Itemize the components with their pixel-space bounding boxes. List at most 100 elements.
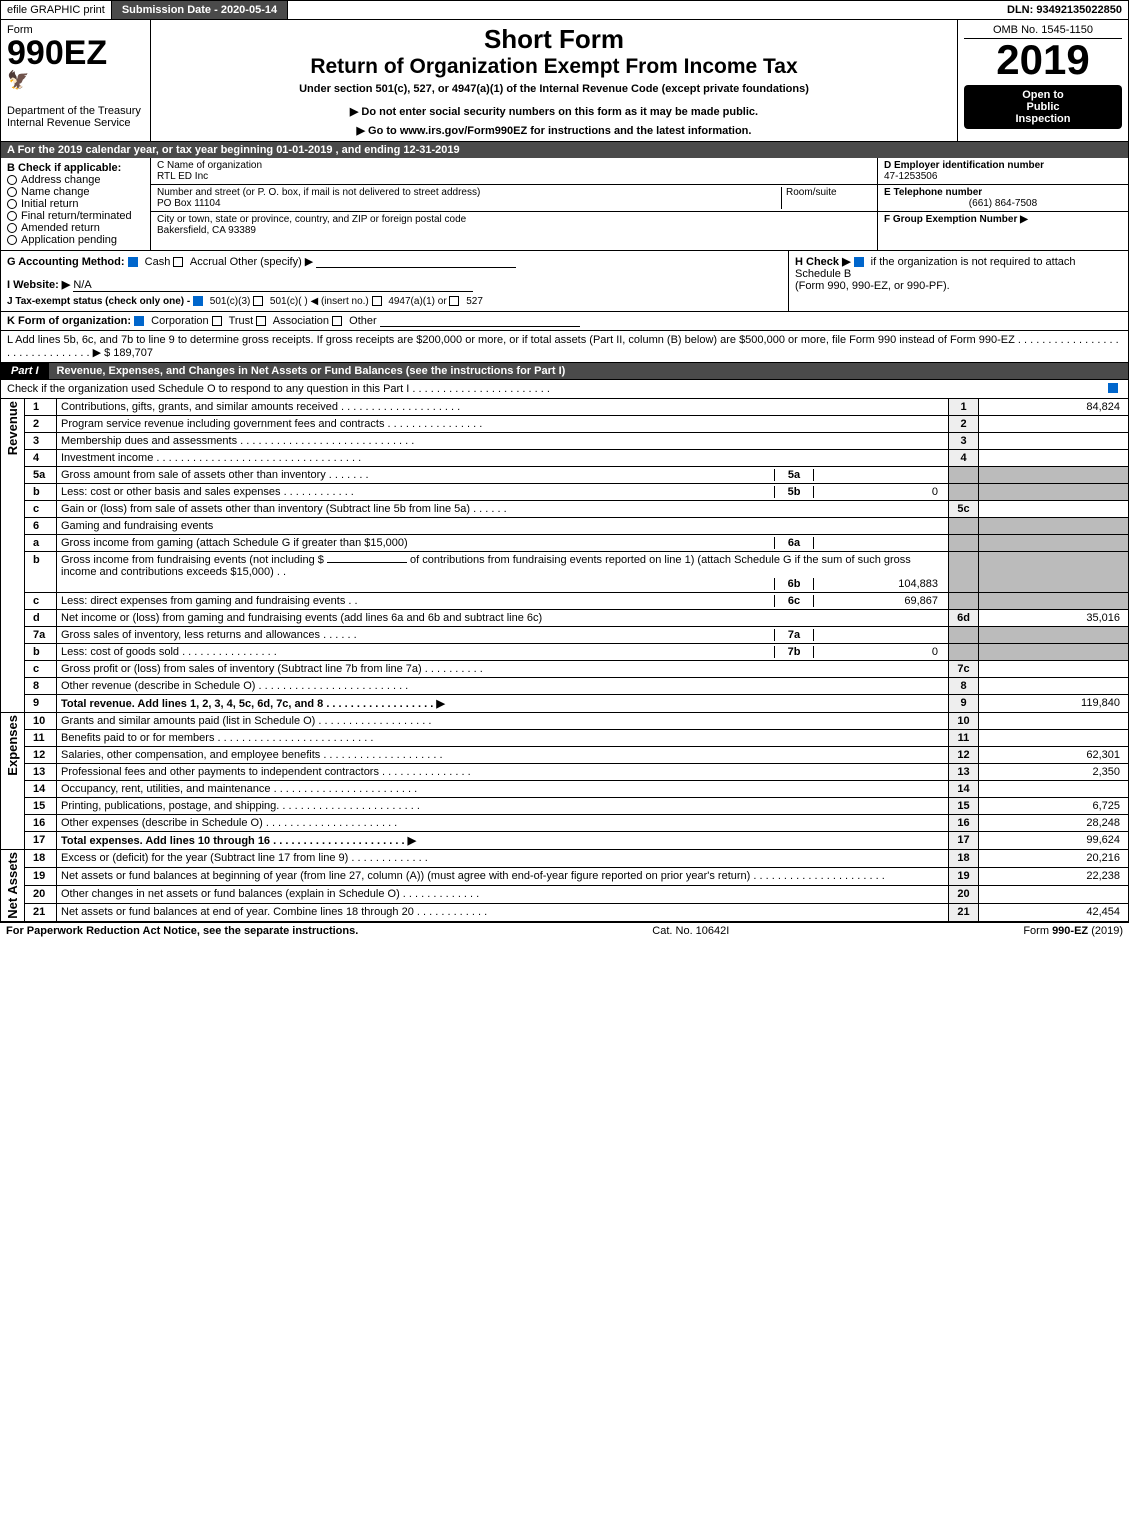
line-7c-desc: Gross profit or (loss) from sales of inv… [57,661,949,678]
part-i-header: Part I Revenue, Expenses, and Changes in… [0,363,1129,380]
line-18-amt: 20,216 [979,850,1129,868]
form-version: Form 990-EZ (2019) [1023,925,1123,937]
line-19-amt: 22,238 [979,867,1129,885]
part-i-label: Part I [1,363,49,379]
form-990ez-page: efile GRAPHIC print Submission Date - 20… [0,0,1129,939]
no-ssn-note: ▶ Do not enter social security numbers o… [157,105,951,118]
irs-label: Internal Revenue Service [7,117,144,129]
phone-value: (661) 864-7508 [884,198,1122,209]
chk-4947[interactable] [372,296,382,306]
line-15-desc: Printing, publications, postage, and shi… [57,798,949,815]
line-20-amt [979,885,1129,903]
line-20-num: 20 [25,885,57,903]
section-j-label: J Tax-exempt status (check only one) - [7,296,190,307]
chk-final-return[interactable]: Final return/terminated [7,210,144,222]
chk-amended-return[interactable]: Amended return [7,222,144,234]
chk-501c[interactable] [253,296,263,306]
form-header: Form 990EZ 🦅 Department of the Treasury … [0,20,1129,142]
line-13-amt: 2,350 [979,764,1129,781]
org-city: Bakersfield, CA 93389 [157,225,871,236]
chk-cash[interactable] [128,257,138,267]
line-6c-box-shade [949,593,979,610]
chk-schedule-o[interactable] [1108,383,1118,393]
line-10-amt [979,713,1129,730]
line-16-num: 16 [25,815,57,832]
line-4-box: 4 [949,450,979,467]
chk-other-org[interactable] [332,316,342,326]
submission-date-button[interactable]: Submission Date - 2020-05-14 [112,1,288,19]
form-number: 990EZ [7,36,144,70]
under-section-note: Under section 501(c), 527, or 4947(a)(1)… [157,83,951,95]
line-19-desc: Net assets or fund balances at beginning… [57,867,949,885]
goto-link[interactable]: ▶ Go to www.irs.gov/Form990EZ for instru… [157,124,951,137]
chk-501c3[interactable] [193,296,203,306]
org-address: PO Box 11104 [157,198,781,209]
line-3-amt [979,433,1129,450]
line-11-desc: Benefits paid to or for members . . . . … [57,730,949,747]
line-17-num: 17 [25,832,57,850]
line-8-desc: Other revenue (describe in Schedule O) .… [57,678,949,695]
line-3-num: 3 [25,433,57,450]
line-18-desc: Excess or (deficit) for the year (Subtra… [57,850,949,868]
chk-name-change[interactable]: Name change [7,186,144,198]
dln-label: DLN: 93492135022850 [1001,1,1128,19]
line-7b-num: b [25,644,57,661]
line-6a-num: a [25,535,57,552]
line-16-desc: Other expenses (describe in Schedule O) … [57,815,949,832]
line-15-amt: 6,725 [979,798,1129,815]
line-5b-desc: Less: cost or other basis and sales expe… [57,484,949,501]
line-10-box: 10 [949,713,979,730]
line-6b-blank[interactable] [327,562,407,563]
line-11-num: 11 [25,730,57,747]
efile-print-label[interactable]: efile GRAPHIC print [1,1,112,19]
website-value: N/A [73,279,473,292]
section-l-row: L Add lines 5b, 6c, and 7b to line 9 to … [0,331,1129,363]
line-6c-amt-shade [979,593,1129,610]
chk-corporation[interactable] [134,316,144,326]
line-9-num: 9 [25,695,57,713]
line-3-desc: Membership dues and assessments . . . . … [57,433,949,450]
line-7a-desc: Gross sales of inventory, less returns a… [57,627,949,644]
line-4-amt [979,450,1129,467]
line-13-desc: Professional fees and other payments to … [57,764,949,781]
top-bar: efile GRAPHIC print Submission Date - 20… [0,0,1129,20]
line-14-amt [979,781,1129,798]
chk-address-change[interactable]: Address change [7,174,144,186]
line-6d-num: d [25,610,57,627]
section-k-row: K Form of organization: Corporation Trus… [0,312,1129,331]
line-21-num: 21 [25,903,57,921]
room-suite-label: Room/suite [781,187,871,209]
chk-association[interactable] [256,316,266,326]
line-14-desc: Occupancy, rent, utilities, and maintena… [57,781,949,798]
line-5a-num: 5a [25,467,57,484]
line-5c-box: 5c [949,501,979,518]
line-8-box: 8 [949,678,979,695]
part-i-table: Revenue 1 Contributions, gifts, grants, … [0,399,1129,922]
line-7a-box-shade [949,627,979,644]
line-17-desc: Total expenses. Add lines 10 through 16 … [57,832,949,850]
other-method-field[interactable] [316,256,516,268]
line-12-num: 12 [25,747,57,764]
other-org-field[interactable] [380,315,580,327]
line-7a-amt-shade [979,627,1129,644]
chk-trust[interactable] [212,316,222,326]
chk-initial-return[interactable]: Initial return [7,198,144,210]
section-b-label: B Check if applicable: [7,162,144,174]
line-1-desc: Contributions, gifts, grants, and simila… [57,399,949,416]
phone-label: E Telephone number [884,187,1122,198]
line-13-box: 13 [949,764,979,781]
return-title: Return of Organization Exempt From Incom… [157,55,951,79]
page-footer: For Paperwork Reduction Act Notice, see … [0,922,1129,939]
chk-application-pending[interactable]: Application pending [7,234,144,246]
chk-accrual[interactable] [173,257,183,267]
chk-527[interactable] [449,296,459,306]
line-7c-amt [979,661,1129,678]
short-form-title: Short Form [157,24,951,55]
open-to-public-box: Open to Public Inspection [964,85,1122,129]
line-18-box: 18 [949,850,979,868]
line-6d-desc: Net income or (loss) from gaming and fun… [57,610,949,627]
line-1-box: 1 [949,399,979,416]
chk-schedule-b[interactable] [854,257,864,267]
line-5b-box-shade [949,484,979,501]
line-6b-box-shade [949,552,979,593]
